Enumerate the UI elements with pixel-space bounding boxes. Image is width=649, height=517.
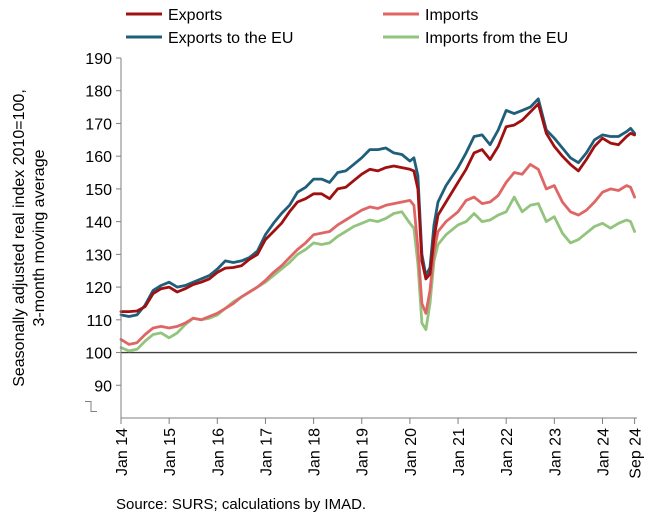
axes — [120, 58, 637, 419]
x-tick-label: Jan 20 — [403, 428, 420, 476]
x-tick-label: Jan 22 — [499, 428, 516, 476]
y-axis-title-line: 3-month moving average — [31, 149, 48, 326]
axis-break-mark — [85, 401, 97, 413]
y-tick-label: 110 — [86, 313, 112, 330]
series-line-exports — [119, 102, 636, 314]
y-tick-label: 150 — [85, 182, 112, 199]
x-tick-label: Jan 18 — [307, 428, 324, 476]
x-tick-label: Jan 19 — [355, 428, 372, 476]
x-tick-label: Jan 24 — [595, 428, 612, 476]
x-axis: Jan 14 Jan 15 Jan 16 Jan 17 Jan 18 Jan 19 Jan … — [114, 418, 645, 479]
y-tick-label: 160 — [85, 149, 112, 166]
series-line-exports-to-the-eu — [119, 97, 636, 318]
y-axis-title-line: Seasonally adjusted real index 2010=100, — [11, 89, 28, 387]
x-tick-label: Jan 23 — [547, 428, 564, 476]
series-lines — [119, 97, 636, 353]
y-tick-label: 120 — [85, 280, 112, 297]
y-tick-label: 140 — [85, 215, 112, 232]
y-tick-label: 190 — [85, 51, 112, 68]
legend-label-exports: Exports — [168, 7, 222, 24]
x-tick-label: Jan 21 — [451, 428, 468, 476]
series-line-imports-from-the-eu — [119, 195, 636, 353]
source-note: Source: SURS; calculations by IMAD. — [116, 496, 366, 513]
x-tick-label: Jan 17 — [258, 428, 275, 476]
legend-label-imports: Imports — [425, 7, 478, 24]
x-tick-label: Jan 16 — [210, 428, 227, 476]
x-tick-label: Sep 24 — [628, 428, 645, 479]
legend: Exports Imports Exports to the EU Imports f… — [126, 7, 568, 47]
y-tick-label: 170 — [85, 116, 112, 133]
y-tick-label: 130 — [85, 247, 112, 264]
legend-label-exports-to-the-eu: Exports to the EU — [168, 30, 293, 47]
y-tick-label: 180 — [85, 84, 112, 101]
y-tick-label: 90 — [94, 378, 112, 395]
legend-label-imports-from-the-eu: Imports from the EU — [425, 30, 568, 47]
x-tick-label: Jan 15 — [162, 428, 179, 476]
x-tick-label: Jan 14 — [114, 428, 131, 476]
y-axis: 90 100 110 120 130 140 150 160 170 180 190 — [85, 51, 121, 413]
series-line-imports — [119, 162, 636, 346]
y-axis-title: Seasonally adjusted real index 2010=100,… — [11, 89, 48, 387]
y-tick-label: 100 — [85, 346, 112, 363]
